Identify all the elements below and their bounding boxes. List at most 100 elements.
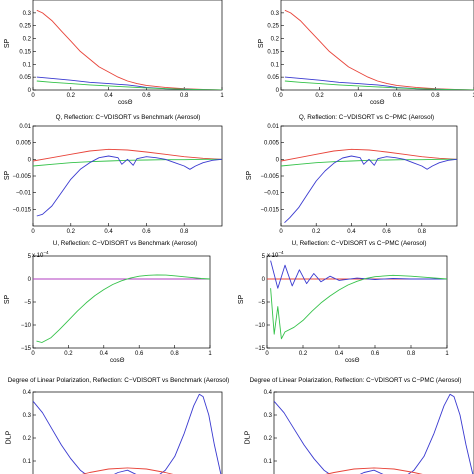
x-tick-label: 0.6 bbox=[142, 93, 151, 99]
series-line-red bbox=[325, 467, 423, 474]
series-line-red bbox=[81, 467, 174, 474]
y-tick-label: 0.2 bbox=[271, 37, 280, 43]
y-tick-label: 0.4 bbox=[264, 390, 273, 396]
y-tick-label: 0.15 bbox=[267, 49, 279, 55]
plot-frame bbox=[280, 0, 474, 91]
y-tick-label: −0.005 bbox=[260, 174, 279, 180]
series-line-blue bbox=[274, 393, 474, 474]
series-line-red bbox=[281, 148, 457, 162]
x-tick-label: 0 bbox=[279, 93, 283, 99]
x-tick-label: 0.8 bbox=[407, 351, 416, 357]
y-tick-label: 0.1 bbox=[271, 62, 280, 68]
plot-frame bbox=[266, 255, 448, 349]
x-tick-label: 0 bbox=[31, 351, 35, 357]
series-group bbox=[274, 393, 474, 474]
chart-panel-dlp-benchmark: Degree of Linear Polarization, Reflectio… bbox=[0, 372, 237, 474]
plot-frame bbox=[32, 0, 223, 91]
chart-plot: 0.4 0.3 0.2 0.1 bbox=[264, 390, 474, 474]
chart-panel-q-benchmark: Q, Reflection: C−VDISORT vs Benchmark (A… bbox=[0, 112, 237, 242]
y-tick-label: −0.015 bbox=[12, 207, 31, 213]
plot-frame bbox=[32, 391, 223, 474]
x-tick-label: 0.4 bbox=[104, 93, 113, 99]
x-tick-label: 1 bbox=[472, 93, 474, 99]
x-tick-label: 0.6 bbox=[142, 229, 151, 235]
series-group bbox=[33, 148, 222, 217]
x-tick-label: 0.6 bbox=[382, 229, 391, 235]
y-tick-label: 0.005 bbox=[264, 141, 280, 147]
chart-panel-u-cpmc: U, Reflection: C−VDISORT vs C−PMC (Aeros… bbox=[237, 238, 474, 366]
y-tick-label: −15 bbox=[255, 346, 266, 352]
chart-title: Q, Reflection: C−VDISORT vs C−PMC (Aeros… bbox=[298, 114, 435, 121]
series-group bbox=[33, 393, 222, 474]
chart-plot: 50−5−10−150 0.2 0.4 0.6 0.8 1 bbox=[255, 254, 450, 357]
series-line-blue bbox=[33, 393, 222, 474]
y-tick-label: 0.2 bbox=[23, 436, 32, 442]
x-tick-label: 0.2 bbox=[64, 351, 73, 357]
x-tick-label: 0.8 bbox=[180, 93, 189, 99]
x-tick-label: 0.2 bbox=[299, 351, 308, 357]
plot-frame bbox=[32, 255, 211, 349]
x-axis-label: cosΘ bbox=[118, 99, 133, 106]
chart-plot: 0 0.05 0.1 0.15 0.2 0.25 0.3 0 0.2 0.4 0.6 0.8 1 bbox=[19, 0, 224, 99]
chart-panel-sp-top-left: 0 0.05 0.1 0.15 0.2 0.25 0.3 0 0.2 0.4 0.6 0.8 1 SP … bbox=[0, 0, 237, 112]
x-tick-label: 0.4 bbox=[100, 351, 109, 357]
y-tick-label: 5 bbox=[262, 254, 266, 260]
chart-title: Degree of Linear Polarization, Reflectio… bbox=[249, 377, 462, 384]
y-tick-label: 0.25 bbox=[267, 24, 279, 30]
y-tick-label: 0 bbox=[28, 277, 32, 283]
plot-frame bbox=[32, 125, 223, 227]
x-tick-label: 0.8 bbox=[418, 229, 427, 235]
x-tick-label: 0.2 bbox=[312, 229, 321, 235]
chart-plot: 0.4 0.3 0.2 0.1 bbox=[23, 390, 223, 474]
series-line-green bbox=[284, 80, 474, 90]
y-tick-label: 0.1 bbox=[23, 62, 32, 68]
series-line-green bbox=[36, 80, 222, 90]
x-tick-label: 0.2 bbox=[67, 93, 76, 99]
series-line-red bbox=[284, 9, 474, 90]
series-group bbox=[36, 9, 222, 90]
x-tick-label: 0.4 bbox=[104, 229, 113, 235]
y-tick-label: −15 bbox=[21, 346, 32, 352]
y-tick-label: 0.4 bbox=[23, 390, 32, 396]
chart-title: Degree of Linear Polarization, Reflectio… bbox=[7, 377, 230, 384]
plot-frame bbox=[273, 391, 474, 474]
series-group bbox=[284, 9, 474, 90]
y-tick-label: 0.3 bbox=[264, 413, 273, 419]
series-line-green bbox=[281, 158, 457, 167]
x-tick-label: 0 bbox=[279, 229, 283, 235]
chart-panel-sp-top-right: 00.050.10.150.20.250.300.20.40.60.81 SP … bbox=[237, 0, 474, 112]
y-multiplier-exponent: −4 bbox=[43, 250, 49, 255]
y-tick-label: 0.3 bbox=[23, 11, 32, 17]
plot-frame bbox=[280, 125, 458, 227]
y-tick-label: 0.1 bbox=[264, 459, 273, 465]
y-tick-label: 0.005 bbox=[16, 141, 32, 147]
y-tick-label: 0.3 bbox=[271, 11, 280, 17]
series-group bbox=[267, 260, 447, 340]
y-tick-label: −0.01 bbox=[16, 191, 32, 197]
x-tick-label: 1 bbox=[220, 93, 224, 99]
series-group bbox=[33, 274, 210, 343]
y-tick-label: 0 bbox=[276, 88, 280, 94]
x-tick-label: 0.2 bbox=[315, 93, 324, 99]
y-tick-label: 0 bbox=[262, 277, 266, 283]
x-tick-label: 0.6 bbox=[393, 93, 402, 99]
y-tick-label: −0.005 bbox=[12, 174, 31, 180]
y-tick-label: 0.05 bbox=[19, 75, 31, 81]
x-tick-label: 0.4 bbox=[354, 93, 363, 99]
series-line-blue bbox=[36, 155, 222, 217]
y-tick-label: −0.01 bbox=[264, 191, 280, 197]
y-axis-label: SP bbox=[4, 294, 12, 305]
x-tick-label: 0.8 bbox=[180, 229, 189, 235]
y-tick-label: 0 bbox=[28, 88, 32, 94]
y-tick-label: −0.015 bbox=[260, 207, 279, 213]
series-line-red bbox=[33, 148, 222, 162]
y-tick-label: 0.2 bbox=[264, 436, 273, 442]
chart-title: Q, Reflection: C−VDISORT vs Benchmark (A… bbox=[55, 114, 201, 121]
y-tick-label: 0.1 bbox=[23, 459, 32, 465]
y-tick-label: −10 bbox=[255, 323, 266, 329]
series-line-green bbox=[270, 274, 447, 340]
chart-title: U, Reflection: C−VDISORT vs C−PMC (Aeros… bbox=[291, 240, 427, 247]
y-multiplier-exponent: −4 bbox=[278, 250, 284, 255]
x-tick-label: 0.6 bbox=[135, 351, 144, 357]
chart-plot: 0.01 0.005 0 −0.005 −0.01 −0.015 0 0.2 0.4 0.6 0.8 bbox=[12, 124, 223, 235]
